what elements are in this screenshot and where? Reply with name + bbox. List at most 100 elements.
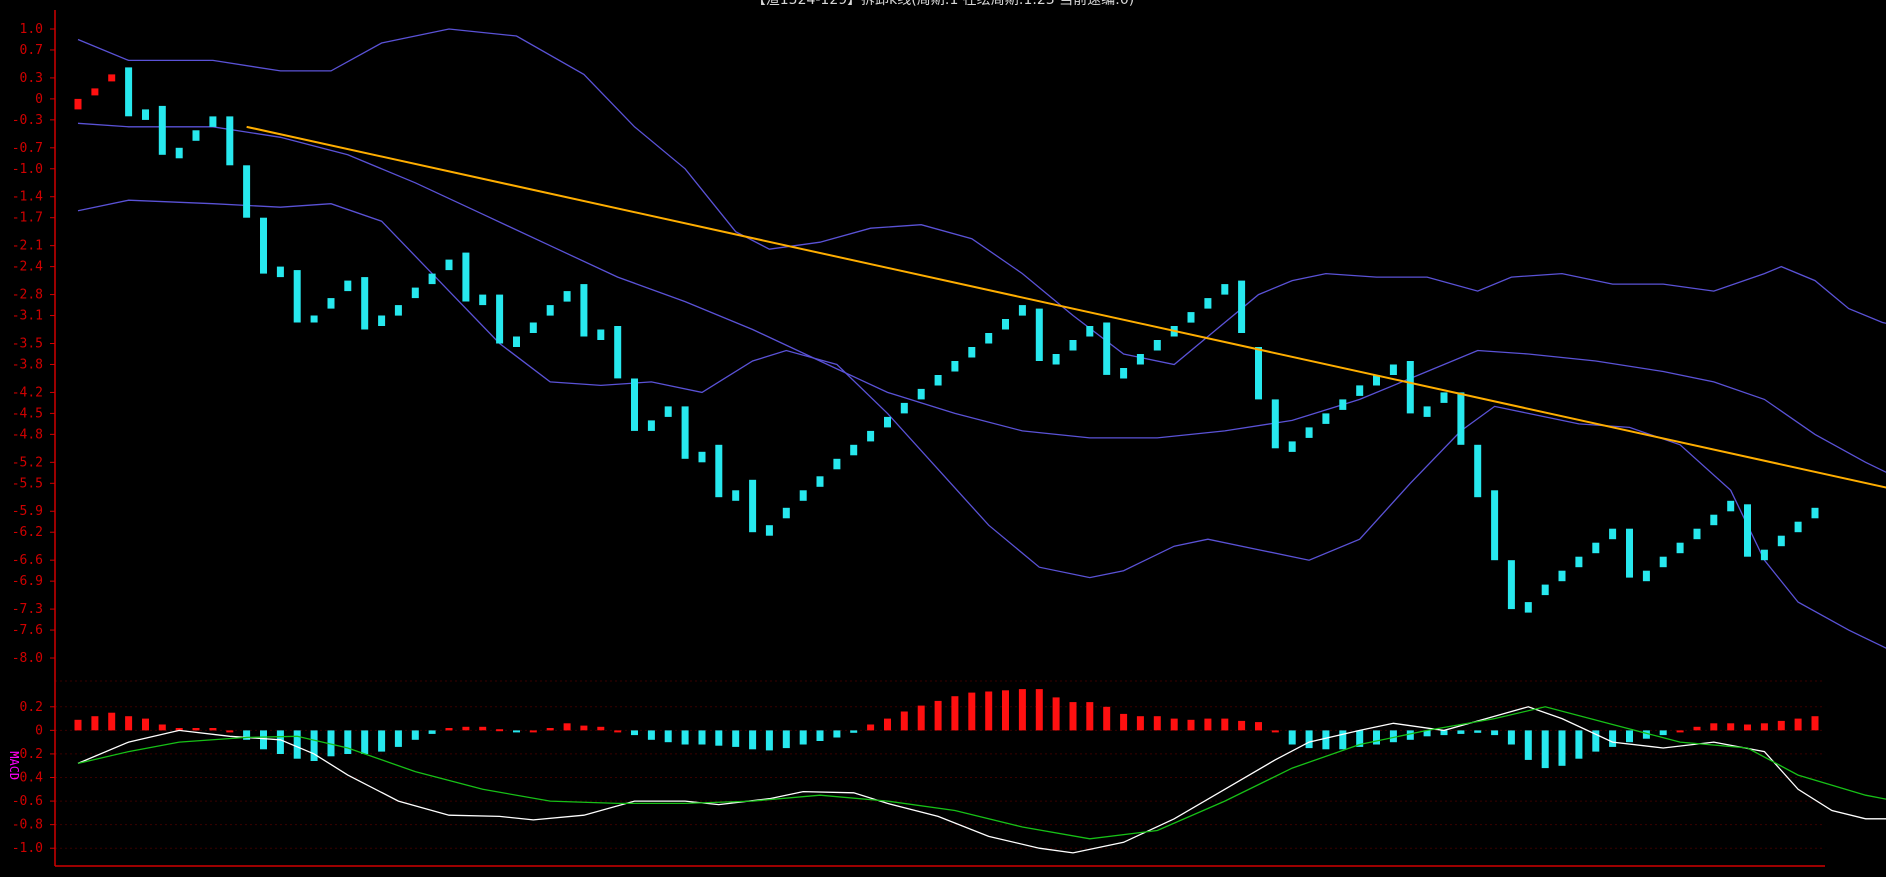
macd-bar-negative (1339, 730, 1347, 750)
macd-bar-positive (1811, 716, 1819, 731)
macd-bar-positive (1035, 689, 1043, 731)
macd-bar-negative (1609, 730, 1617, 747)
renko-brick-down (1356, 385, 1364, 396)
renko-brick-down (1558, 570, 1566, 582)
y-tick-label: -6.6 (12, 553, 43, 568)
renko-brick-down (1322, 413, 1330, 424)
renko-brick-down (125, 67, 133, 117)
renko-brick-down (1086, 326, 1094, 337)
macd-bar-positive (1710, 723, 1718, 731)
renko-brick-down (1136, 354, 1144, 365)
renko-brick-down (310, 315, 318, 323)
macd-y-tick-label: -0.4 (12, 771, 43, 786)
macd-y-tick-label: 0 (35, 723, 43, 738)
renko-brick-down (1305, 427, 1313, 438)
renko-brick-down (1018, 305, 1026, 316)
renko-brick-down (1811, 507, 1819, 519)
y-tick-label: -4.2 (12, 385, 43, 400)
macd-bar-positive (175, 728, 183, 731)
renko-brick-down (934, 375, 942, 386)
bollinger-lower-line (77, 199, 1886, 649)
macd-y-tick-label: -0.8 (12, 818, 43, 833)
renko-brick-down (1052, 354, 1060, 365)
renko-brick-down (175, 147, 183, 159)
macd-bar-negative (1659, 730, 1667, 736)
macd-bar-negative (260, 730, 267, 750)
renko-brick-down (513, 336, 520, 347)
y-tick-label: -2.8 (12, 288, 43, 303)
macd-bar-negative (293, 730, 301, 759)
renko-brick-down (1626, 528, 1633, 578)
renko-brick-down (1524, 602, 1532, 613)
renko-brick-down (850, 444, 858, 456)
macd-bar-negative (1406, 730, 1414, 740)
macd-bar-positive (529, 730, 537, 733)
macd-bar-negative (1575, 730, 1583, 759)
bollinger-bands (77, 28, 1886, 649)
y-tick-label: -2.1 (12, 239, 43, 254)
macd-bar-negative (631, 730, 638, 736)
renko-brick-down (226, 116, 234, 166)
macd-bar-positive (462, 726, 470, 731)
macd-bar-positive (445, 728, 453, 731)
renko-brick-up (108, 74, 116, 82)
macd-bar-positive (1676, 730, 1684, 733)
renko-brick-down (1491, 490, 1499, 561)
renko-brick-down (867, 430, 875, 442)
macd-bar-negative (833, 730, 841, 738)
renko-brick-down (276, 266, 284, 278)
renko-brick-down (1288, 441, 1296, 452)
y-tick-label: -5.9 (12, 504, 43, 519)
renko-brick-down (344, 280, 352, 292)
renko-brick-down (715, 444, 723, 498)
macd-bar-positive (1018, 689, 1026, 731)
renko-brick-down (1693, 528, 1701, 540)
macd-bar-negative (1389, 730, 1397, 743)
macd-bar-positive (1760, 723, 1768, 731)
macd-bar-positive (1086, 702, 1094, 731)
macd-bar-negative (647, 730, 655, 740)
macd-bar-negative (664, 730, 672, 743)
macd-bar-negative (1642, 730, 1650, 739)
macd-bar-positive (1136, 716, 1144, 731)
renko-brick-down (647, 420, 655, 431)
macd-bar-positive (74, 719, 82, 731)
renko-brick-down (1221, 284, 1229, 295)
renko-brick-down (546, 305, 554, 316)
macd-bar-positive (1744, 724, 1751, 731)
renko-brick-down (1187, 312, 1195, 323)
macd-bar-negative (344, 730, 352, 754)
renko-brick-down (1744, 504, 1751, 557)
renko-brick-up (74, 98, 82, 110)
macd-bar-positive (158, 724, 166, 731)
renko-brick-down (563, 291, 571, 302)
renko-brick-down (1035, 308, 1043, 361)
macd-bar-positive (1153, 716, 1161, 731)
macd-bar-negative (276, 730, 284, 754)
renko-brick-down (411, 287, 419, 299)
macd-bar-negative (698, 730, 706, 745)
renko-brick-down (968, 347, 976, 358)
y-tick-label: -6.2 (12, 525, 43, 540)
axes: 1.0 0.7 0.3 0 -0.3 -0.7 -1.0 -1.4 -1.7 -2.1 -2.4 -2… (7, 10, 1825, 867)
renko-brick-down (1474, 444, 1482, 498)
macd-bar-positive (867, 724, 875, 731)
macd-bar-negative (681, 730, 689, 745)
macd-dif-line (77, 706, 1886, 854)
macd-bar-negative (1507, 730, 1515, 745)
macd-bar-positive (614, 730, 622, 733)
renko-brick-down (900, 402, 908, 414)
renko-brick-down (580, 284, 588, 337)
renko-brick-down (142, 109, 149, 120)
renko-brick-down (394, 305, 402, 316)
macd-bar-positive (1170, 718, 1178, 731)
y-tick-label: -6.9 (12, 574, 43, 589)
renko-brick-down (732, 490, 740, 501)
macd-bar-negative (1524, 730, 1532, 760)
renko-brick-down (479, 294, 487, 306)
renko-brick-down (917, 388, 925, 400)
renko-brick-down (158, 105, 166, 155)
macd-bar-negative (850, 730, 858, 733)
y-tick-label: -3.8 (12, 357, 43, 372)
y-tick-label: -4.8 (12, 427, 43, 442)
